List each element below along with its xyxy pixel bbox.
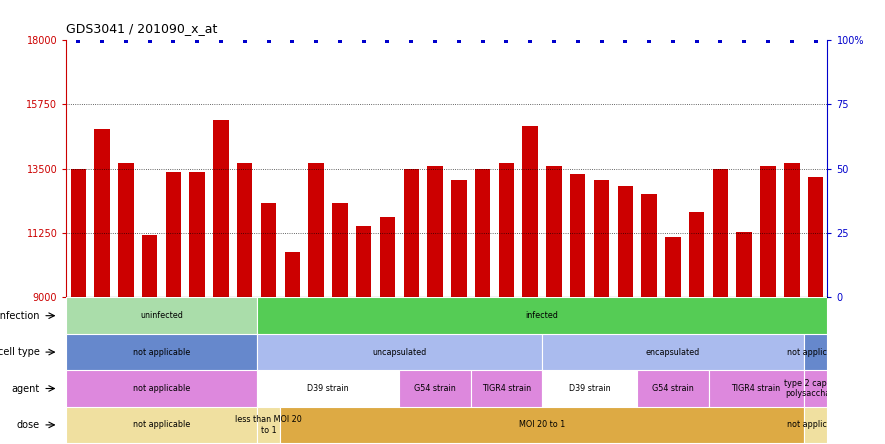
Bar [66,407,257,443]
Bar [261,203,276,444]
Bar [281,407,804,443]
Bar [285,252,300,444]
Bar [666,238,681,444]
Bar [471,370,542,407]
Bar [689,212,704,444]
Text: dose: dose [17,420,40,430]
Bar [332,203,348,444]
Text: cell type: cell type [0,347,40,357]
Bar [618,186,633,444]
Text: not applicable: not applicable [133,384,190,393]
Bar [399,370,471,407]
Bar [542,334,804,370]
Text: uninfected: uninfected [140,311,183,320]
Bar [784,163,799,444]
Bar [804,407,827,443]
Text: infection: infection [0,311,40,321]
Text: less than MOI 20
to 1: less than MOI 20 to 1 [235,415,302,435]
Bar [642,194,657,444]
Text: not applicable: not applicable [787,420,844,429]
Bar [308,163,324,444]
Text: not applicable: not applicable [133,348,190,357]
Text: not applicable: not applicable [787,348,844,357]
Bar [380,218,396,444]
Text: uncapsulated: uncapsulated [373,348,427,357]
Bar [570,174,586,444]
Bar [237,163,252,444]
Text: agent: agent [12,384,40,393]
Bar [66,370,257,407]
Text: MOI 20 to 1: MOI 20 to 1 [519,420,566,429]
Bar [213,120,228,444]
Bar [498,163,514,444]
Bar [257,370,399,407]
Text: infected: infected [526,311,558,320]
Bar [427,166,442,444]
Bar [95,129,110,444]
Bar [546,166,562,444]
Bar [712,169,728,444]
Text: TIGR4 strain: TIGR4 strain [481,384,531,393]
Bar [594,180,609,444]
Text: D39 strain: D39 strain [569,384,611,393]
Bar [257,334,542,370]
Bar [189,171,205,444]
Bar [356,226,372,444]
Text: D39 strain: D39 strain [307,384,349,393]
Bar [66,334,257,370]
Bar [257,407,281,443]
Bar [475,169,490,444]
Bar [404,169,419,444]
Bar [165,171,181,444]
Text: encapsulated: encapsulated [646,348,700,357]
Bar [522,126,538,444]
Bar [804,370,827,407]
Bar [451,180,466,444]
Bar [118,163,134,444]
Bar [709,370,804,407]
Bar [71,169,86,444]
Bar [736,232,752,444]
Bar [257,297,827,334]
Bar [66,297,257,334]
Text: not applicable: not applicable [133,420,190,429]
Bar [542,370,637,407]
Bar [142,234,158,444]
Text: G54 strain: G54 strain [652,384,694,393]
Bar [804,334,827,370]
Bar [637,370,709,407]
Bar [760,166,776,444]
Bar [808,177,823,444]
Text: type 2 capsular
polysaccharide: type 2 capsular polysaccharide [784,379,847,398]
Text: TIGR4 strain: TIGR4 strain [732,384,781,393]
Text: GDS3041 / 201090_x_at: GDS3041 / 201090_x_at [66,23,218,36]
Text: G54 strain: G54 strain [414,384,456,393]
